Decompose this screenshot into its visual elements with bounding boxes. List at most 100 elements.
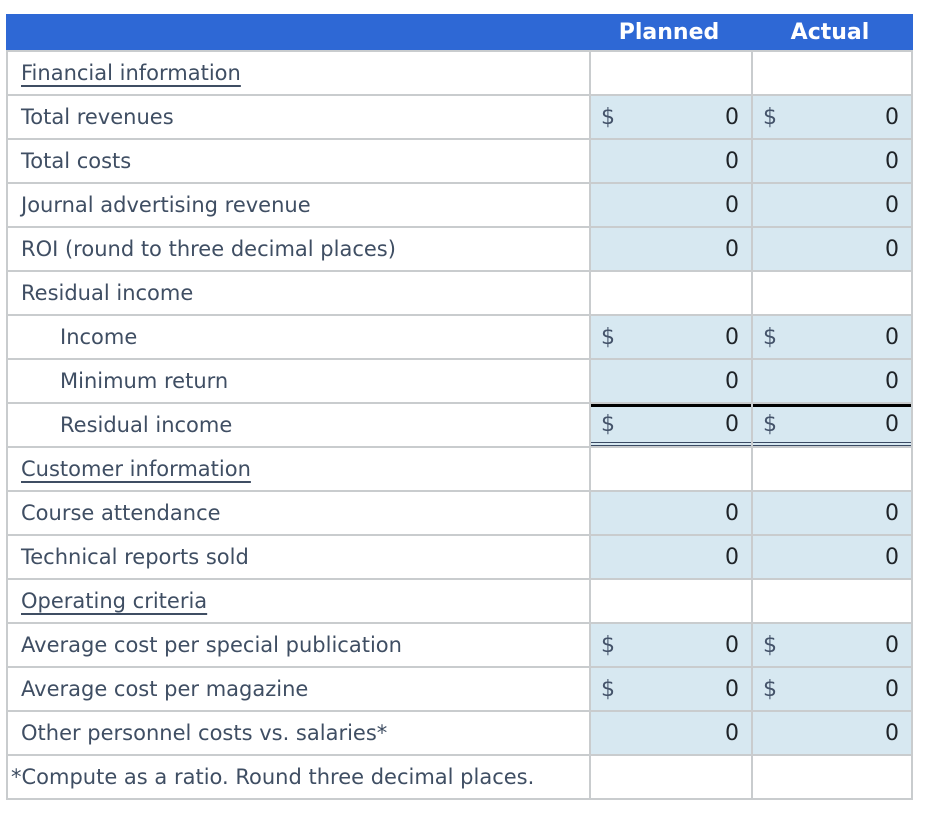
planned-value-cell[interactable]: $0 (591, 404, 751, 446)
row-label-text: Total revenues (21, 105, 174, 129)
cell-value: 0 (725, 500, 739, 526)
row-label-text: Total costs (21, 149, 132, 173)
actual-value-cell[interactable]: $0 (753, 624, 911, 666)
dollar-sign: $ (601, 104, 615, 130)
actual-value-cell[interactable]: 0 (753, 140, 911, 182)
row-label-text: *Compute as a ratio. Round three decimal… (11, 765, 535, 789)
header-actual: Actual (790, 19, 870, 45)
cell-value: 0 (885, 236, 899, 262)
planned-value-cell[interactable]: $0 (591, 668, 751, 710)
planned-value-cell (591, 580, 751, 622)
cell-value: 0 (885, 544, 899, 570)
planned-value-cell[interactable]: 0 (591, 492, 751, 534)
cell-value: 0 (885, 148, 899, 174)
actual-value-cell[interactable]: 0 (753, 536, 911, 578)
actual-value-cell (753, 52, 911, 94)
row-label-text: Average cost per special publication (21, 633, 402, 657)
row-label: Course attendance (8, 492, 589, 534)
actual-value-cell (753, 580, 911, 622)
actual-value-cell[interactable]: $0 (753, 96, 911, 138)
table-body: Financial information Total revenues $0 $0 T… (6, 50, 913, 800)
section-label: Operating criteria (8, 580, 589, 622)
actual-value-cell[interactable]: 0 (753, 228, 911, 270)
actual-value-cell (753, 756, 911, 798)
row-label: Other personnel costs vs. salaries* (8, 712, 589, 754)
planned-value-cell (591, 756, 751, 798)
cell-value: 0 (885, 632, 899, 658)
row-label: Minimum return (8, 360, 589, 402)
actual-value-cell[interactable]: $0 (753, 668, 911, 710)
dollar-sign: $ (763, 632, 777, 658)
header-planned: Planned (618, 19, 720, 45)
planned-value-cell[interactable]: $0 (591, 316, 751, 358)
actual-value-cell[interactable]: $0 (753, 316, 911, 358)
row-label-text: Technical reports sold (21, 545, 249, 569)
table-header: Planned Actual (6, 14, 913, 50)
cell-value: 0 (725, 104, 739, 130)
actual-value-cell (753, 448, 911, 490)
cell-value: 0 (885, 324, 899, 350)
row-label: Average cost per special publication (8, 624, 589, 666)
dollar-sign: $ (601, 676, 615, 702)
row-label-text: Minimum return (60, 369, 229, 393)
cell-value: 0 (885, 368, 899, 394)
cell-value: 0 (725, 720, 739, 746)
financial-table: Planned Actual Financial information Tota… (6, 14, 913, 800)
row-label: Residual income (8, 404, 589, 446)
row-label: Average cost per magazine (8, 668, 589, 710)
row-label-text: Average cost per magazine (21, 677, 309, 701)
row-label-text: Financial information (21, 61, 241, 85)
actual-value-cell[interactable]: 0 (753, 492, 911, 534)
row-label: Journal advertising revenue (8, 184, 589, 226)
planned-value-cell[interactable]: 0 (591, 228, 751, 270)
dollar-sign: $ (601, 412, 615, 437)
planned-value-cell (591, 448, 751, 490)
cell-value: 0 (885, 500, 899, 526)
row-label-text: Other personnel costs vs. salaries* (21, 721, 388, 745)
row-label-text: ROI (round to three decimal places) (21, 237, 396, 261)
actual-value-cell[interactable]: $0 (753, 404, 911, 446)
section-label: Financial information (8, 52, 589, 94)
planned-value-cell[interactable]: 0 (591, 184, 751, 226)
actual-value-cell[interactable]: 0 (753, 360, 911, 402)
cell-value: 0 (725, 324, 739, 350)
actual-value-cell[interactable]: 0 (753, 184, 911, 226)
row-label: Total costs (8, 140, 589, 182)
cell-value: 0 (885, 676, 899, 702)
row-label-text: Customer information (21, 457, 251, 481)
planned-value-cell[interactable]: 0 (591, 140, 751, 182)
row-label-text: Income (60, 325, 138, 349)
row-label-text: Journal advertising revenue (21, 193, 311, 217)
row-label: Income (8, 316, 589, 358)
planned-value-cell[interactable]: $0 (591, 624, 751, 666)
planned-value-cell[interactable]: $0 (591, 96, 751, 138)
cell-value: 0 (725, 676, 739, 702)
dollar-sign: $ (763, 412, 777, 437)
cell-value: 0 (885, 720, 899, 746)
actual-value-cell (753, 272, 911, 314)
header-label-spacer (6, 14, 589, 50)
row-label-text: Residual income (21, 281, 194, 305)
row-label-text: Residual income (60, 413, 233, 437)
cell-value: 0 (885, 104, 899, 130)
planned-value-cell[interactable]: 0 (591, 712, 751, 754)
section-label: Customer information (8, 448, 589, 490)
dollar-sign: $ (601, 324, 615, 350)
dollar-sign: $ (601, 632, 615, 658)
cell-value: 0 (725, 544, 739, 570)
cell-value: 0 (725, 236, 739, 262)
cell-value: 0 (725, 368, 739, 394)
cell-value: 0 (885, 192, 899, 218)
dollar-sign: $ (763, 104, 777, 130)
cell-value: 0 (725, 192, 739, 218)
planned-value-cell[interactable]: 0 (591, 536, 751, 578)
row-label: Residual income (8, 272, 589, 314)
row-label: Total revenues (8, 96, 589, 138)
row-label: ROI (round to three decimal places) (8, 228, 589, 270)
row-label-text: Course attendance (21, 501, 221, 525)
cell-value: 0 (725, 412, 739, 437)
cell-value: 0 (725, 632, 739, 658)
planned-value-cell[interactable]: 0 (591, 360, 751, 402)
cell-value: 0 (885, 412, 899, 437)
actual-value-cell[interactable]: 0 (753, 712, 911, 754)
